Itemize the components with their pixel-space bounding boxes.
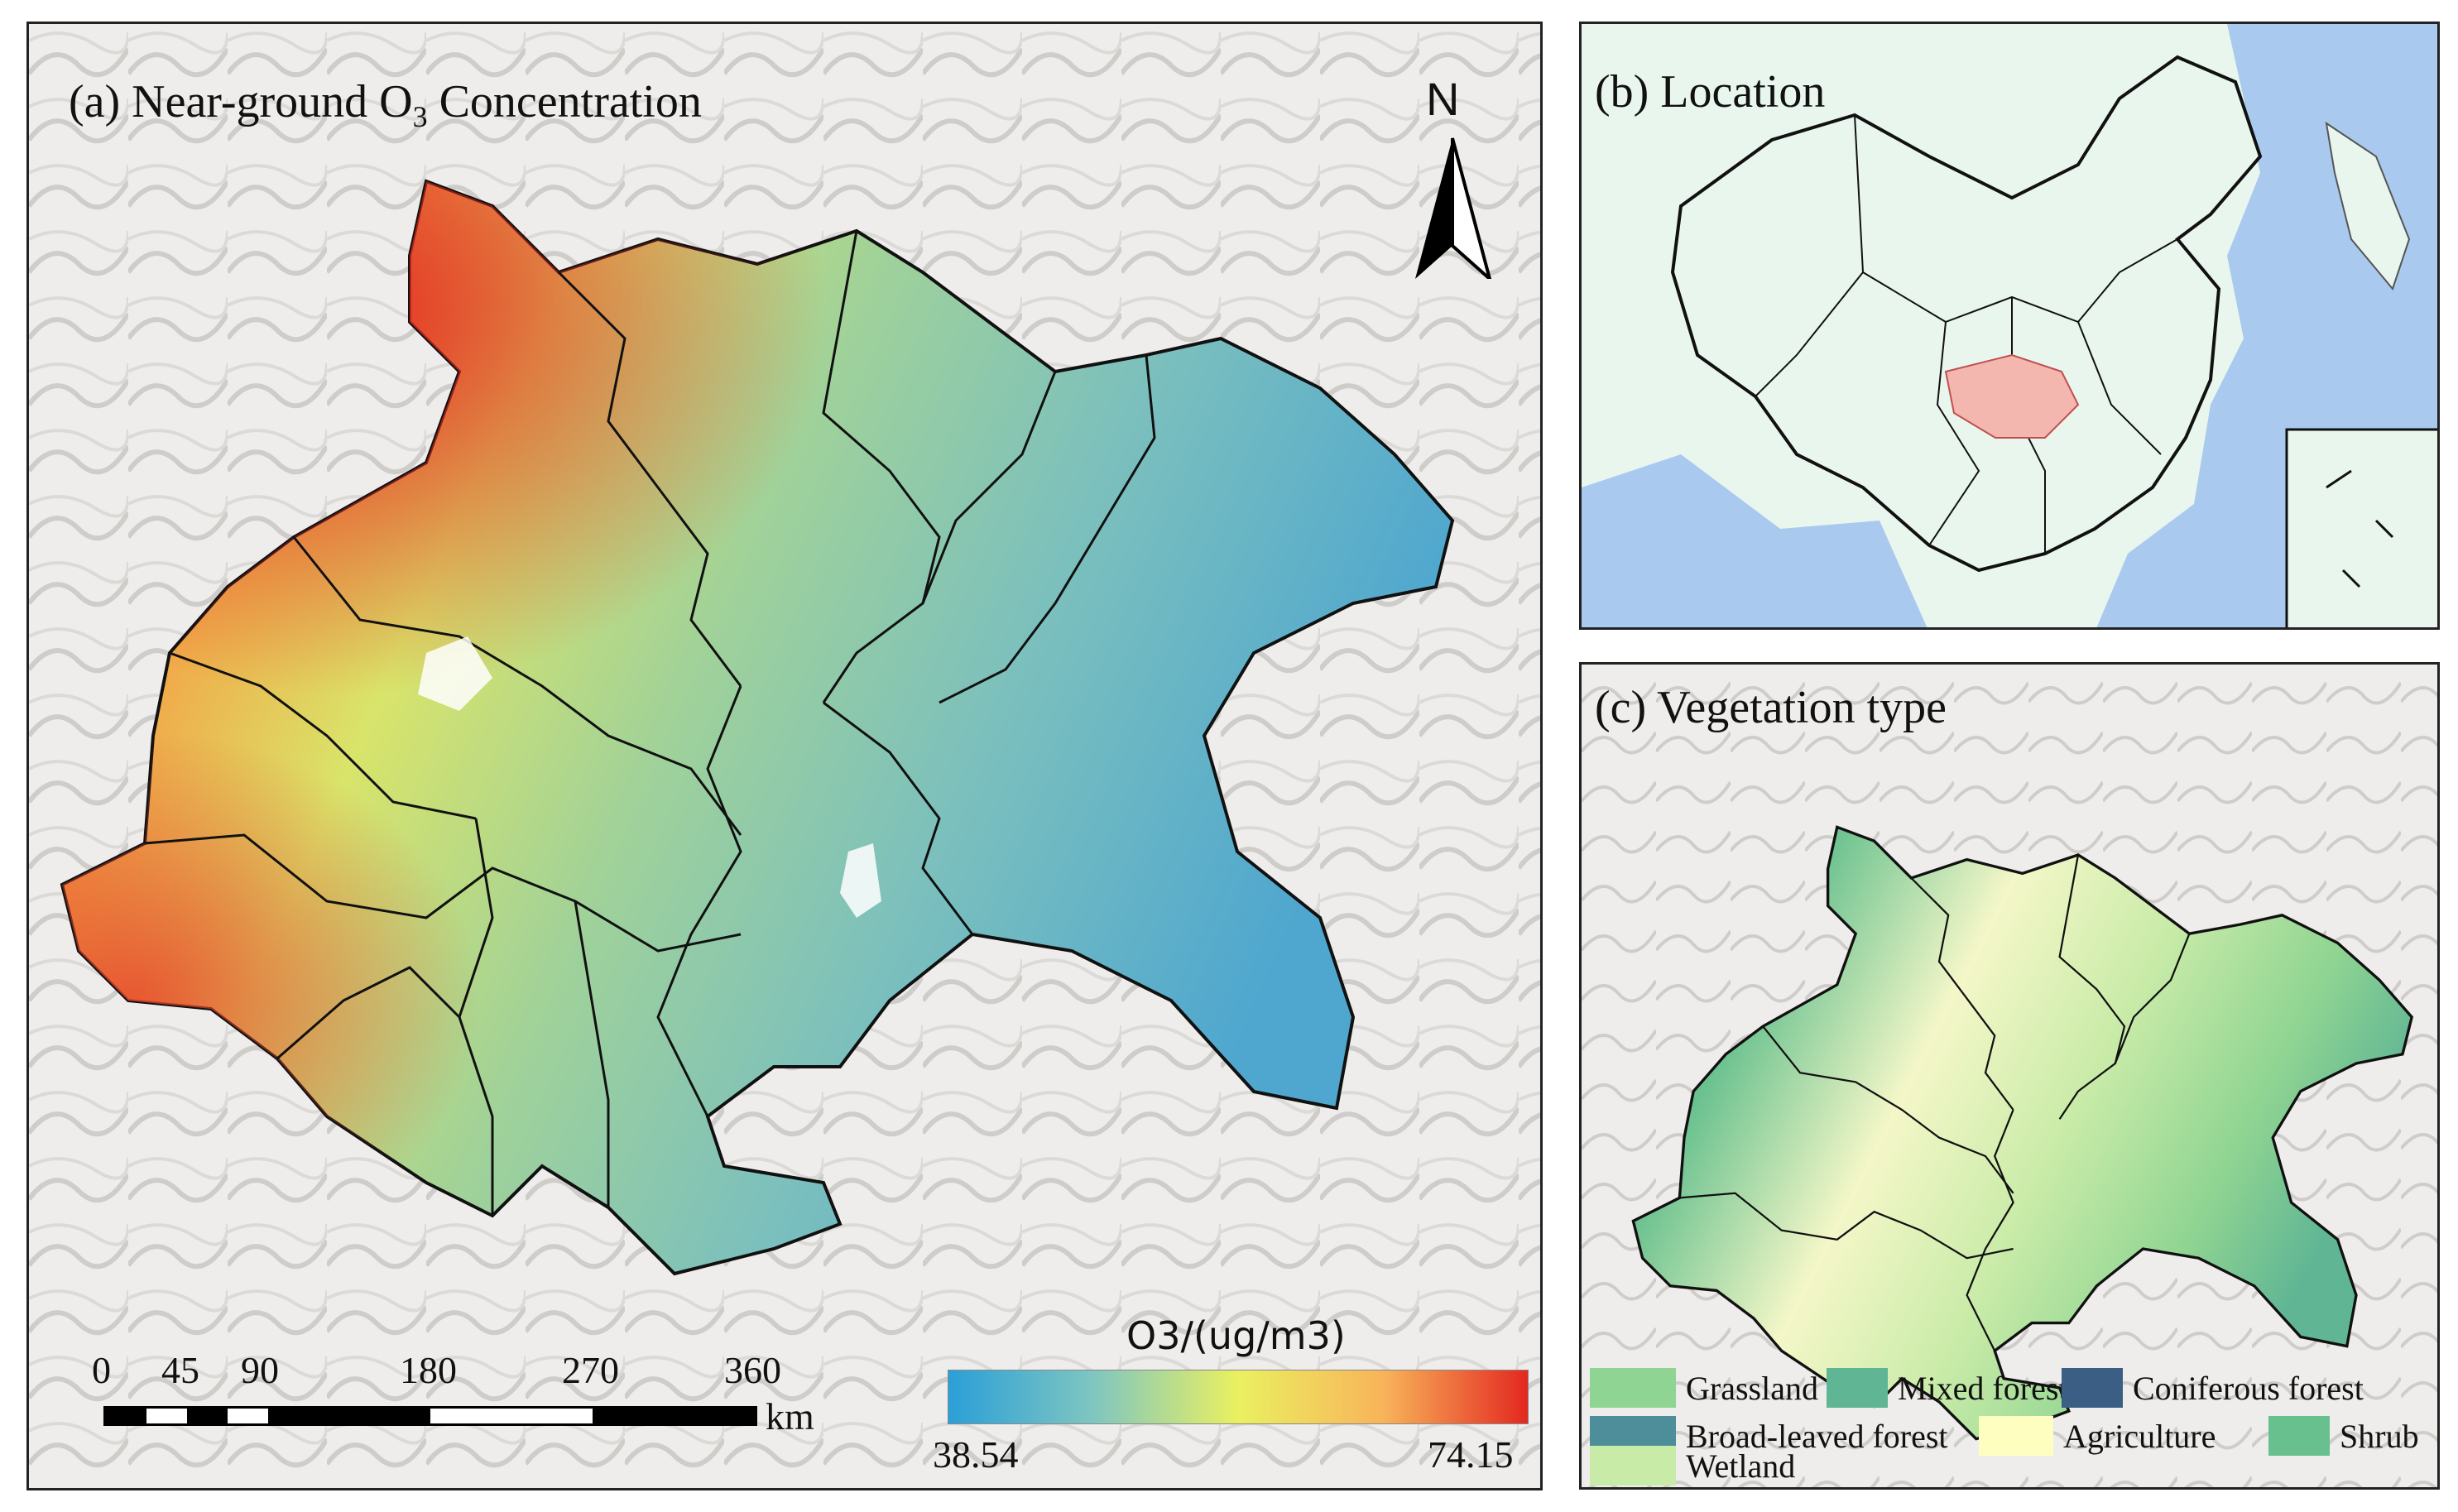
japan-landmass xyxy=(2325,121,2411,291)
legend-swatch xyxy=(2062,1368,2123,1408)
vegetation-panel-title: (c) Vegetation type xyxy=(1595,682,1947,733)
legend-item-mixed-forest: Mixed forest xyxy=(1827,1368,2068,1408)
colorbar-min-label: 38.54 xyxy=(933,1433,1019,1476)
ozone-map-canvas xyxy=(29,24,1540,1488)
scale-tick: 45 xyxy=(161,1349,199,1391)
legend-swatch xyxy=(1827,1368,1888,1408)
scale-tick: 360 xyxy=(724,1349,781,1391)
south-china-sea-inset xyxy=(2285,428,2437,627)
scale-tick: 90 xyxy=(241,1349,279,1391)
north-arrow-icon xyxy=(1415,137,1492,279)
study-region-ozone xyxy=(60,179,1455,1276)
sea-southwest xyxy=(1582,454,1928,627)
location-map-panel: (b) Location xyxy=(1579,22,2440,630)
legend-swatch xyxy=(2268,1416,2330,1456)
legend-item-agriculture: Agriculture xyxy=(1979,1416,2216,1456)
scale-tick: 270 xyxy=(562,1349,619,1391)
district-boundaries xyxy=(144,230,1156,1216)
legend-item-shrub: Shrub xyxy=(2268,1416,2419,1456)
vegetation-map-canvas xyxy=(1582,665,2437,1487)
legend-swatch xyxy=(1979,1416,2053,1456)
north-arrow: N xyxy=(1403,72,1502,279)
study-area-highlight xyxy=(1944,353,2080,439)
ozone-map-panel: (a) Near-ground O3 Concentration N 0 45 … xyxy=(26,22,1543,1490)
colorbar xyxy=(948,1370,1529,1424)
vegetation-map-panel: (c) Vegetation type Grassland Mixed fore… xyxy=(1579,662,2440,1490)
location-map-canvas xyxy=(1582,24,2437,627)
ozone-panel-title: (a) Near-ground O3 Concentration xyxy=(69,76,702,134)
scale-bar xyxy=(103,1406,757,1426)
study-region-vegetation xyxy=(1631,825,2414,1441)
north-label: N xyxy=(1426,73,1460,125)
legend-item-wetland: Wetland xyxy=(1590,1446,1795,1486)
scale-unit-label: km xyxy=(766,1395,814,1438)
location-panel-title: (b) Location xyxy=(1595,66,1826,118)
legend-item-coniferous-forest: Coniferous forest xyxy=(2062,1368,2364,1408)
legend-swatch xyxy=(1590,1368,1676,1408)
colorbar-max-label: 74.15 xyxy=(1428,1433,1514,1476)
colorbar-title: O3/(ug/m3) xyxy=(1126,1313,1346,1358)
scale-tick: 0 xyxy=(92,1349,111,1391)
legend-item-grassland: Grassland xyxy=(1590,1368,1818,1408)
scale-tick: 180 xyxy=(400,1349,457,1391)
legend-swatch xyxy=(1590,1446,1676,1486)
